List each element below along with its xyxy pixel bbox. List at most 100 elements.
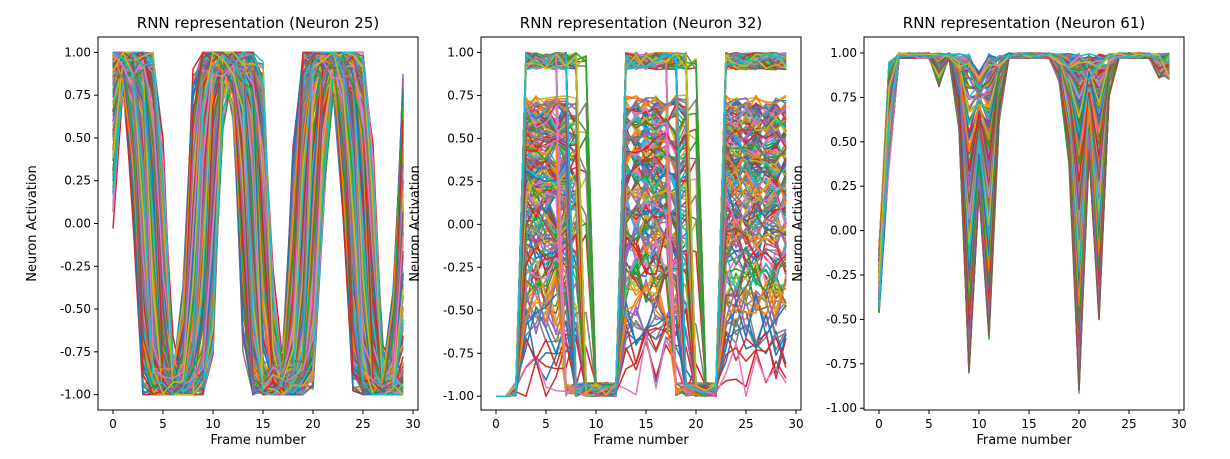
series-line — [878, 52, 1170, 268]
series-line — [878, 52, 1170, 279]
series-line — [878, 52, 1170, 290]
series-line — [878, 52, 1170, 308]
series-line — [878, 52, 1170, 308]
series-line — [878, 52, 1170, 290]
series-line — [496, 163, 787, 397]
y-tick-label: -0.50 — [60, 302, 91, 316]
series-line — [878, 52, 1170, 273]
x-tick-label: 10 — [971, 417, 986, 431]
series-line — [878, 52, 1170, 330]
series-line — [878, 52, 1170, 279]
series-line — [878, 52, 1170, 251]
series-line — [878, 52, 1170, 304]
series-line — [878, 52, 1170, 263]
series-line — [878, 52, 1169, 279]
series-line — [878, 52, 1170, 290]
series-line — [878, 52, 1170, 268]
y-tick-label: 0.00 — [64, 217, 91, 231]
series-line — [878, 52, 1170, 280]
series-line — [878, 52, 1170, 310]
series-line — [878, 52, 1170, 391]
series-line — [878, 52, 1170, 302]
series-line — [878, 53, 1170, 302]
series-line — [878, 52, 1170, 285]
series-line — [878, 52, 1170, 251]
series-line — [878, 52, 1170, 257]
series-line — [878, 52, 1170, 276]
series-line — [496, 276, 787, 397]
series-line — [878, 52, 1170, 268]
series-line — [496, 51, 787, 397]
series-line — [878, 52, 1170, 257]
series-line — [878, 52, 1170, 268]
y-tick-label: -0.75 — [826, 357, 857, 371]
series-line — [878, 52, 1170, 307]
series-line — [878, 52, 1170, 330]
series-line — [878, 52, 1170, 387]
series-line — [878, 52, 1170, 279]
series-line — [878, 52, 1170, 313]
series-line — [496, 308, 787, 397]
series-line — [496, 118, 787, 397]
y-tick-label: 0.00 — [830, 224, 857, 238]
series-line — [878, 52, 1170, 290]
series-line — [878, 53, 1170, 274]
y-tick-label: 0.75 — [830, 90, 857, 104]
series-line — [112, 51, 404, 391]
series-line — [878, 52, 1170, 257]
x-axis-label: Frame number — [210, 433, 306, 448]
y-tick-label: 0.25 — [64, 174, 91, 188]
series-line — [878, 52, 1170, 257]
series-line — [878, 52, 1170, 262]
y-tick-label: -0.50 — [826, 312, 857, 326]
series-line — [878, 52, 1170, 302]
series-line — [878, 52, 1170, 262]
series-line — [878, 52, 1170, 290]
series-line — [496, 105, 787, 397]
series-line — [878, 52, 1170, 257]
x-tick-label: 0 — [109, 417, 117, 431]
series-line — [878, 52, 1170, 333]
series-line — [878, 53, 1170, 356]
series-line — [878, 52, 1170, 384]
x-tick-label: 5 — [925, 417, 933, 431]
series-line — [878, 52, 1170, 302]
series-line — [878, 52, 1170, 371]
series-line — [878, 52, 1170, 298]
series-line — [878, 52, 1170, 368]
series-line — [496, 230, 787, 397]
series-line — [878, 52, 1170, 307]
y-tick-label: -1.00 — [826, 401, 857, 415]
series-line — [878, 52, 1170, 290]
y-tick-label: 1.00 — [447, 45, 474, 59]
series-line — [878, 52, 1170, 251]
series-line — [878, 53, 1170, 251]
series-line — [878, 52, 1170, 295]
series-line — [878, 52, 1170, 297]
y-tick-label: -0.25 — [60, 259, 91, 273]
series-line — [878, 52, 1170, 273]
series-line — [878, 52, 1170, 313]
x-tick-label: 5 — [542, 417, 550, 431]
series-line — [878, 52, 1170, 385]
series-line — [878, 53, 1170, 307]
series-line — [878, 52, 1170, 363]
series-line — [878, 52, 1170, 291]
series-line — [878, 52, 1170, 285]
series-line — [496, 278, 787, 397]
series-line — [878, 52, 1170, 279]
series-line — [878, 52, 1170, 268]
series-line — [878, 52, 1170, 296]
series-line — [878, 52, 1170, 291]
series-line — [878, 52, 1170, 308]
series-line — [878, 52, 1170, 262]
series-line — [878, 53, 1170, 263]
series-line — [878, 53, 1170, 367]
series-line — [878, 52, 1170, 257]
series-line — [878, 52, 1170, 290]
series-line — [878, 52, 1170, 268]
series-line — [878, 52, 1170, 307]
series-line — [878, 53, 1170, 279]
series-line — [878, 52, 1170, 320]
series-line — [878, 52, 1170, 326]
